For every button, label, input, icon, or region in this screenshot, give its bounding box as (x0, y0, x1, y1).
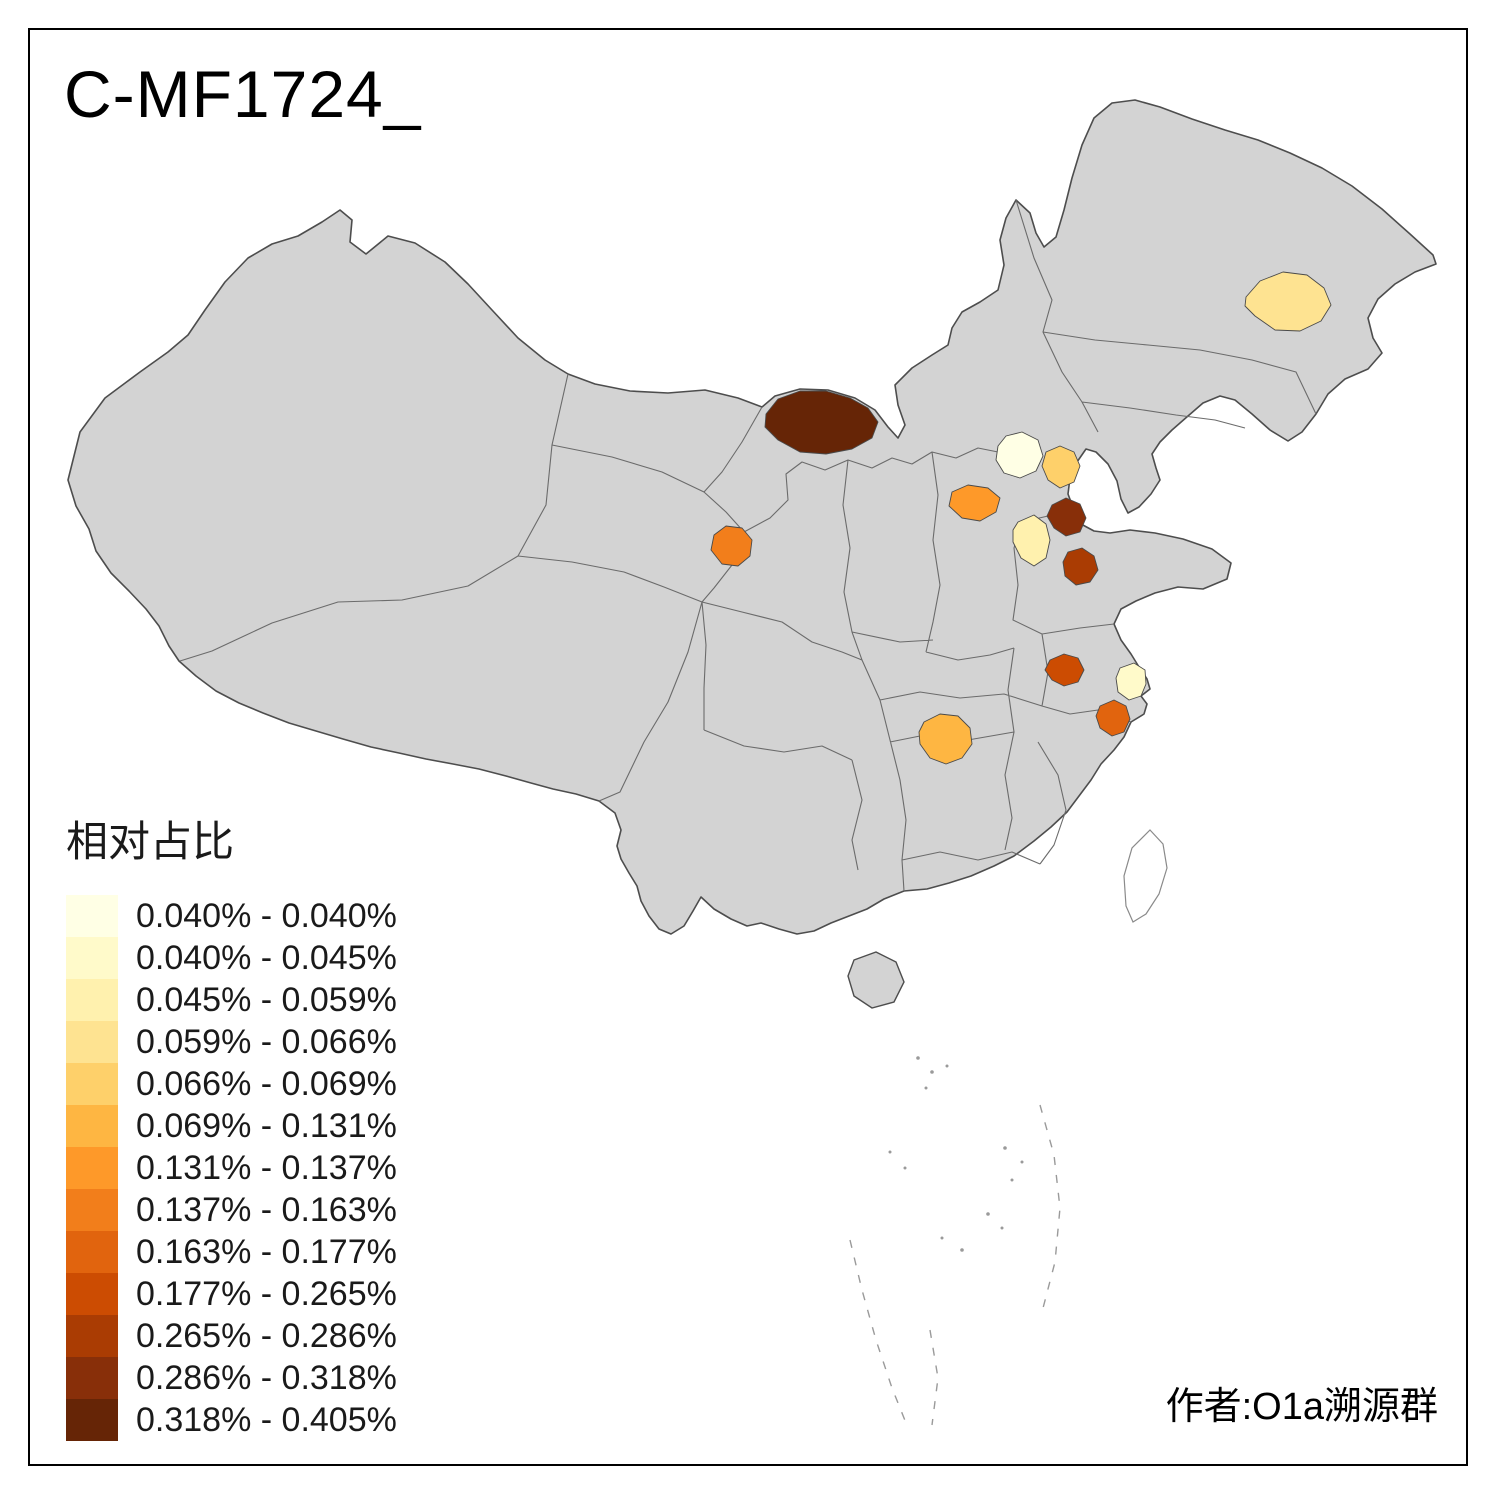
legend-swatch (66, 1273, 118, 1315)
legend-label: 0.286% - 0.318% (136, 1358, 397, 1397)
legend-label: 0.137% - 0.163% (136, 1190, 397, 1229)
legend-swatch (66, 1105, 118, 1147)
legend-item: 0.286% - 0.318% (66, 1357, 397, 1399)
legend-item: 0.318% - 0.405% (66, 1399, 397, 1441)
legend-label: 0.163% - 0.177% (136, 1232, 397, 1271)
legend-item: 0.163% - 0.177% (66, 1231, 397, 1273)
china-mainland (67, 99, 1437, 935)
legend-swatch (66, 1399, 118, 1441)
map-region-hebei-east (1041, 445, 1081, 489)
legend-label: 0.059% - 0.066% (136, 1022, 397, 1061)
map-region-heilongjiang-area (1244, 271, 1332, 332)
legend-swatch (66, 1021, 118, 1063)
legend-swatch (66, 1315, 118, 1357)
legend-item: 0.137% - 0.163% (66, 1189, 397, 1231)
legend-item: 0.131% - 0.137% (66, 1147, 397, 1189)
legend-item: 0.040% - 0.040% (66, 895, 397, 937)
south-china-sea-islands (888, 1056, 1024, 1252)
page-title: C-MF1724_ (64, 57, 422, 131)
legend-item: 0.040% - 0.045% (66, 937, 397, 979)
legend-label: 0.066% - 0.069% (136, 1064, 397, 1103)
map-region-zhejiang-north (1095, 699, 1131, 737)
legend-label: 0.318% - 0.405% (136, 1400, 397, 1439)
map-region-hunan-north (918, 713, 973, 765)
legend-item: 0.066% - 0.069% (66, 1063, 397, 1105)
attribution: 作者:O1a溯源群 (1165, 1386, 1438, 1428)
legend-swatch (66, 895, 118, 937)
legend-item: 0.265% - 0.286% (66, 1315, 397, 1357)
legend-entries: 0.040% - 0.040% 0.040% - 0.045% 0.045% - 0… (66, 895, 397, 1441)
south-china-sea-dashes (849, 1104, 1061, 1429)
legend-swatch (66, 1063, 118, 1105)
map-region-shandong-central (1062, 547, 1099, 586)
legend-label: 0.177% - 0.265% (136, 1274, 397, 1313)
map-region-anhui-east (1044, 653, 1085, 687)
map-region-inner-mongolia (764, 390, 879, 455)
legend-swatch (66, 1231, 118, 1273)
legend-label: 0.045% - 0.059% (136, 980, 397, 1019)
map-region-gansu-east (710, 525, 753, 567)
legend-swatch (66, 1147, 118, 1189)
legend-swatch (66, 1357, 118, 1399)
legend-title: 相对占比 (66, 818, 235, 865)
taiwan-island (1123, 829, 1168, 923)
map-region-beijing-area (995, 431, 1044, 479)
map-region-hebei-south (948, 484, 1001, 522)
legend: 相对占比 0.040% - 0.040% 0.040% - 0.045% 0.045… (66, 808, 397, 1441)
map-region-shandong-west (1012, 514, 1051, 567)
map-region-tianjin-coastal (1046, 497, 1087, 537)
legend-item: 0.069% - 0.131% (66, 1105, 397, 1147)
legend-label: 0.265% - 0.286% (136, 1316, 397, 1355)
highlighted-regions (710, 271, 1332, 765)
hainan-island (847, 951, 905, 1009)
legend-label: 0.040% - 0.040% (136, 896, 397, 935)
legend-swatch (66, 1189, 118, 1231)
legend-label: 0.069% - 0.131% (136, 1106, 397, 1145)
legend-label: 0.131% - 0.137% (136, 1148, 397, 1187)
map-region-shanghai-area (1115, 662, 1147, 701)
legend-item: 0.177% - 0.265% (66, 1273, 397, 1315)
legend-item: 0.045% - 0.059% (66, 979, 397, 1021)
legend-swatch (66, 937, 118, 979)
legend-item: 0.059% - 0.066% (66, 1021, 397, 1063)
legend-label: 0.040% - 0.045% (136, 938, 397, 977)
legend-swatch (66, 979, 118, 1021)
